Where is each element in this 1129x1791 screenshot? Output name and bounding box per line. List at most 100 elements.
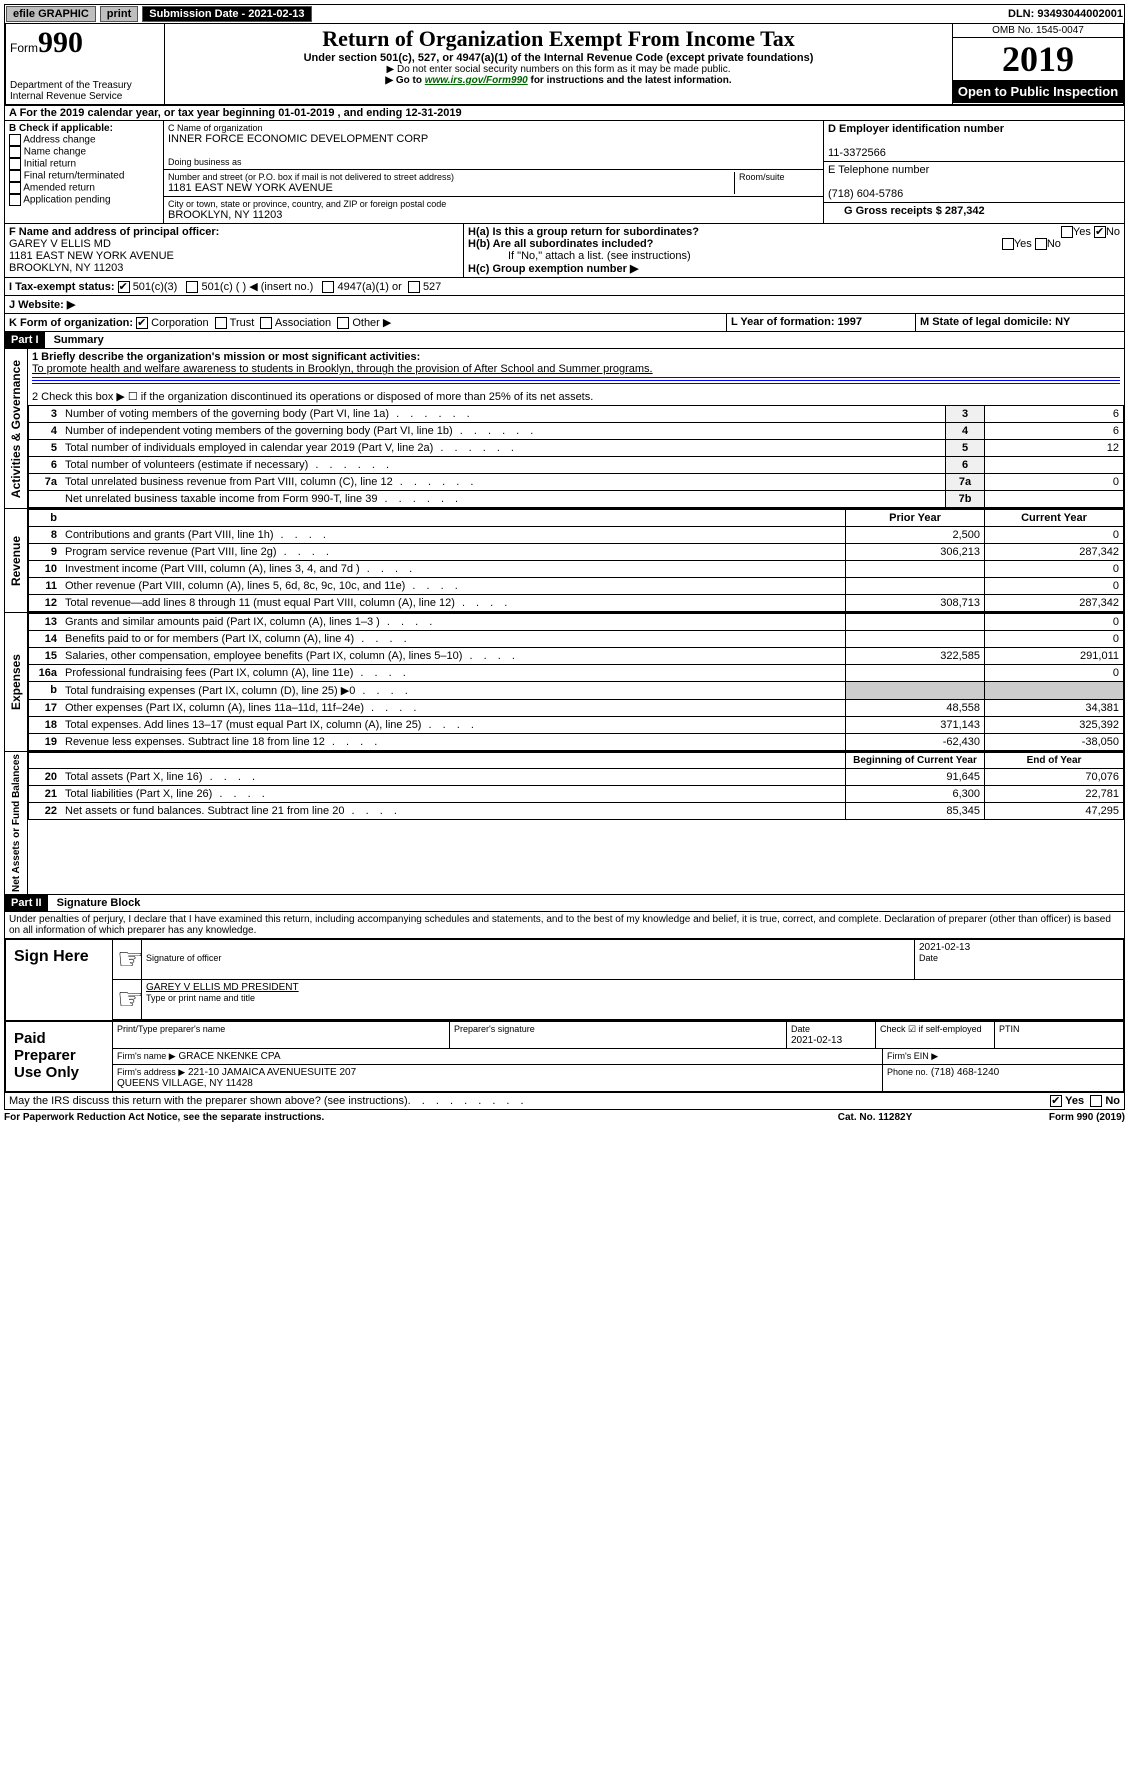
c-name-label: C Name of organization: [168, 123, 819, 133]
entity-info: B Check if applicable: Address change Na…: [4, 121, 1125, 224]
checkbox-pending[interactable]: [9, 194, 21, 206]
line1-label: 1 Briefly describe the organization's mi…: [32, 351, 420, 363]
table-row: 17Other expenses (Part IX, column (A), l…: [29, 700, 1124, 717]
expenses-table: 13Grants and similar amounts paid (Part …: [28, 613, 1124, 751]
table-row: 16aProfessional fundraising fees (Part I…: [29, 665, 1124, 682]
table-row: 9Program service revenue (Part VIII, lin…: [29, 544, 1124, 561]
section-revenue: Revenue b Prior Year Current Year 8Contr…: [4, 509, 1125, 613]
table-row: 7aTotal unrelated business revenue from …: [29, 474, 1124, 491]
checkbox-initial[interactable]: [9, 158, 21, 170]
box-c: C Name of organization INNER FORCE ECONO…: [164, 121, 824, 223]
c-addr-label: Number and street (or P.O. box if mail i…: [168, 172, 734, 182]
prep-date-label: Date: [791, 1024, 810, 1034]
cb-trust[interactable]: [215, 317, 227, 329]
section-netassets: Net Assets or Fund Balances Beginning of…: [4, 752, 1125, 895]
opt-amended: Amended return: [23, 183, 95, 194]
box-b-label: B Check if applicable:: [9, 123, 113, 134]
firm-ein-label: Firm's EIN ▶: [887, 1051, 938, 1061]
checkbox-final[interactable]: [9, 170, 21, 182]
governance-table: 3Number of voting members of the governi…: [28, 405, 1124, 508]
c-dba-label: Doing business as: [168, 157, 819, 167]
form-header: Form990 Department of the Treasury Inter…: [4, 24, 1125, 106]
table-row: 11Other revenue (Part VIII, column (A), …: [29, 578, 1124, 595]
cb-other[interactable]: [337, 317, 349, 329]
footer-mid: Cat. No. 11282Y: [775, 1112, 975, 1123]
table-row: 20Total assets (Part X, line 16) . . . .…: [29, 769, 1124, 786]
note-1: ▶ Do not enter social security numbers o…: [169, 64, 948, 75]
table-row: 5Total number of individuals employed in…: [29, 440, 1124, 457]
cb-501c3[interactable]: [118, 281, 130, 293]
rev-head-b: b: [29, 510, 62, 527]
open-public: Open to Public Inspection: [953, 80, 1123, 103]
opt-initial: Initial return: [24, 159, 76, 170]
ha-yes[interactable]: [1061, 226, 1073, 238]
hb-no[interactable]: [1035, 238, 1047, 250]
ha-no[interactable]: [1094, 226, 1106, 238]
sign-block: Sign Here ☞ Signature of officer 2021-02…: [4, 939, 1125, 1022]
org-city: BROOKLYN, NY 11203: [168, 209, 819, 221]
netassets-table: Beginning of Current Year End of Year 20…: [28, 752, 1124, 820]
j-label: J Website: ▶: [9, 299, 75, 311]
self-emp-label: Check ☑ if self-employed: [880, 1024, 982, 1034]
table-row: 14Benefits paid to or for members (Part …: [29, 631, 1124, 648]
row-j: J Website: ▶: [4, 296, 1125, 314]
ha-label: H(a) Is this a group return for subordin…: [468, 226, 699, 238]
footer-right: Form 990 (2019): [975, 1112, 1125, 1123]
cb-501c[interactable]: [186, 281, 198, 293]
tax-year: 2019: [953, 38, 1123, 80]
table-row: bTotal fundraising expenses (Part IX, co…: [29, 682, 1124, 700]
omb-number: OMB No. 1545-0047: [953, 24, 1123, 38]
hb-yes[interactable]: [1002, 238, 1014, 250]
cb-527[interactable]: [408, 281, 420, 293]
footer: For Paperwork Reduction Act Notice, see …: [4, 1110, 1125, 1125]
governance-label: Activities & Governance: [7, 358, 25, 500]
table-row: 15Salaries, other compensation, employee…: [29, 648, 1124, 665]
sig-of-officer: Signature of officer: [146, 953, 221, 963]
opt-name: Name change: [24, 147, 86, 158]
org-name: INNER FORCE ECONOMIC DEVELOPMENT CORP: [168, 133, 819, 145]
checkbox-address-change[interactable]: [9, 134, 21, 146]
discuss-row: May the IRS discuss this return with the…: [4, 1093, 1125, 1110]
table-row: 4Number of independent voting members of…: [29, 423, 1124, 440]
mission-text: To promote health and welfare awareness …: [32, 363, 653, 375]
ptin-label: PTIN: [999, 1024, 1020, 1034]
hb-note: If "No," attach a list. (see instruction…: [468, 250, 1120, 262]
netassets-label: Net Assets or Fund Balances: [9, 752, 24, 894]
d-label: D Employer identification number: [828, 123, 1004, 135]
officer-name: GAREY V ELLIS MD: [9, 238, 111, 250]
line2: 2 Check this box ▶ ☐ if the organization…: [28, 388, 1124, 405]
cb-corp[interactable]: [136, 317, 148, 329]
cb-4947[interactable]: [322, 281, 334, 293]
box-b: B Check if applicable: Address change Na…: [5, 121, 164, 223]
checkbox-name-change[interactable]: [9, 146, 21, 158]
date-label: Date: [919, 953, 938, 963]
cb-assoc[interactable]: [260, 317, 272, 329]
discuss-no[interactable]: [1090, 1095, 1102, 1107]
officer-printed: GAREY V ELLIS MD PRESIDENT: [146, 982, 299, 993]
part-ii-header: Part II: [5, 895, 48, 911]
discuss-yes[interactable]: [1050, 1095, 1062, 1107]
row-f-h: F Name and address of principal officer:…: [4, 224, 1125, 278]
firm-phone-label: Phone no.: [887, 1067, 928, 1077]
section-governance: Activities & Governance 1 Briefly descri…: [4, 349, 1125, 509]
perjury-text: Under penalties of perjury, I declare th…: [4, 912, 1125, 939]
form-word: Form: [10, 41, 38, 55]
part-ii-bar: Part II Signature Block: [4, 895, 1125, 912]
firm-name-label: Firm's name ▶: [117, 1051, 176, 1061]
part-i-title: Summary: [48, 334, 104, 346]
part-i-header: Part I: [5, 332, 45, 348]
table-row: 13Grants and similar amounts paid (Part …: [29, 614, 1124, 631]
sign-date: 2021-02-13: [919, 942, 970, 953]
submission-date: Submission Date - 2021-02-13: [142, 6, 311, 22]
box-d-e-g: D Employer identification number 11-3372…: [824, 121, 1124, 223]
c-city-label: City or town, state or province, country…: [168, 199, 819, 209]
na-head-prior: Beginning of Current Year: [846, 753, 985, 769]
head-curr: Current Year: [985, 510, 1124, 527]
irs-link[interactable]: www.irs.gov/Form990: [425, 75, 528, 86]
footer-left: For Paperwork Reduction Act Notice, see …: [4, 1112, 775, 1123]
opt-final: Final return/terminated: [24, 171, 125, 182]
form-number: 990: [38, 26, 83, 59]
print-button[interactable]: print: [100, 6, 138, 22]
checkbox-amended[interactable]: [9, 182, 21, 194]
ein: 11-3372566: [828, 147, 886, 159]
